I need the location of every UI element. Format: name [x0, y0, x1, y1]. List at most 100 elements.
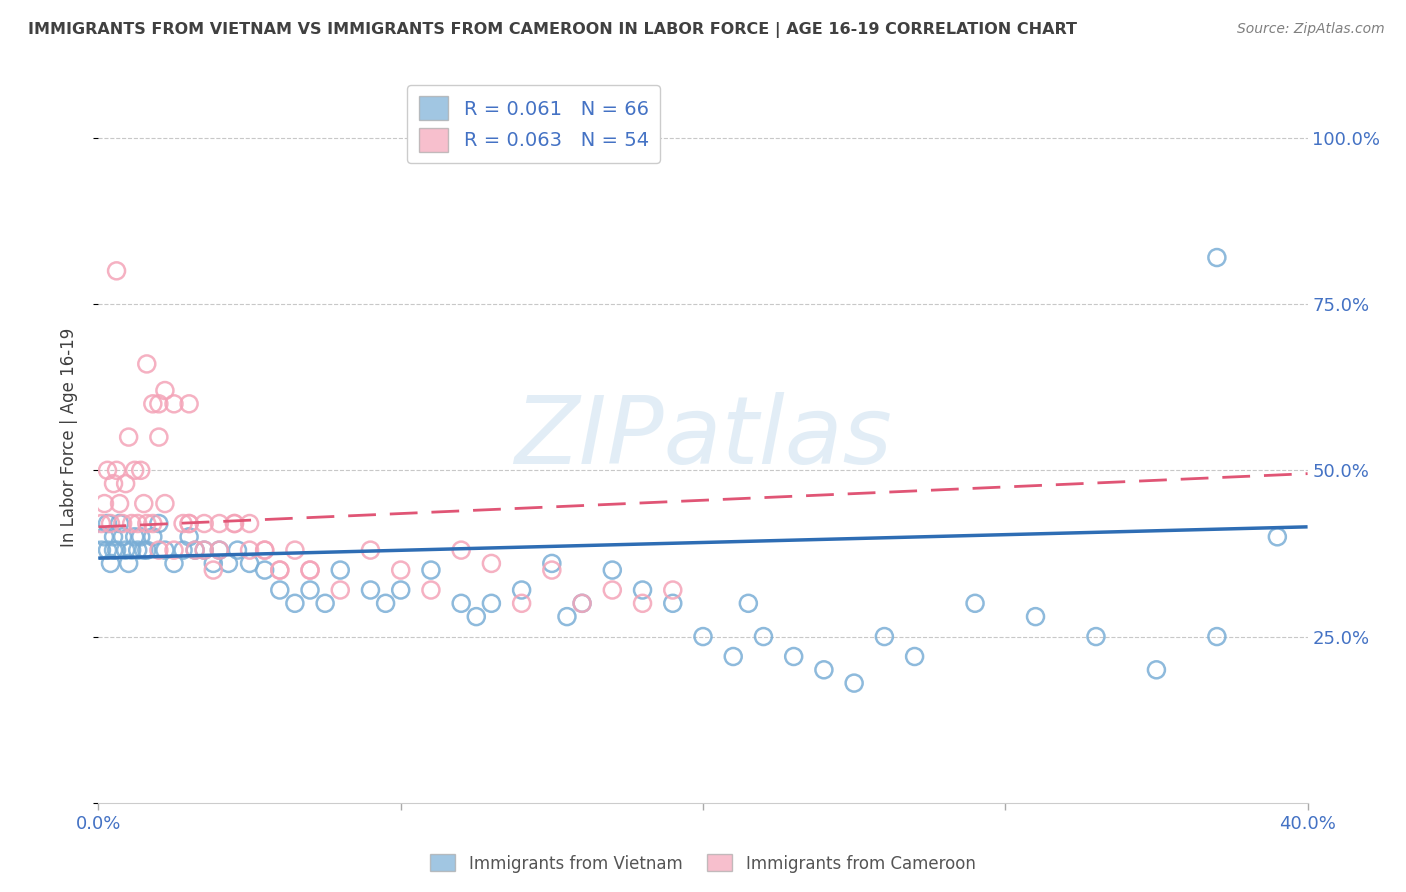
- Text: Source: ZipAtlas.com: Source: ZipAtlas.com: [1237, 22, 1385, 37]
- Point: [269, 563, 291, 577]
- Point: [329, 582, 352, 597]
- Point: [450, 543, 472, 558]
- Point: [420, 563, 443, 577]
- Point: [299, 563, 322, 577]
- Point: [148, 516, 170, 531]
- Point: [873, 630, 896, 644]
- Point: [284, 596, 307, 610]
- Point: [202, 563, 225, 577]
- Point: [103, 476, 125, 491]
- Point: [153, 384, 176, 398]
- Text: ZIPatlas: ZIPatlas: [515, 392, 891, 483]
- Point: [142, 397, 165, 411]
- Point: [224, 516, 246, 531]
- Point: [253, 543, 276, 558]
- Point: [118, 430, 141, 444]
- Point: [179, 516, 201, 531]
- Point: [965, 596, 987, 610]
- Point: [239, 516, 262, 531]
- Point: [284, 543, 307, 558]
- Point: [124, 530, 146, 544]
- Point: [269, 582, 291, 597]
- Point: [329, 563, 352, 577]
- Point: [481, 557, 503, 571]
- Point: [1267, 530, 1289, 544]
- Point: [1024, 609, 1046, 624]
- Point: [208, 543, 231, 558]
- Point: [153, 497, 176, 511]
- Point: [96, 463, 118, 477]
- Point: [193, 543, 215, 558]
- Point: [179, 397, 201, 411]
- Point: [135, 357, 157, 371]
- Point: [299, 563, 322, 577]
- Point: [217, 557, 239, 571]
- Point: [269, 563, 291, 577]
- Point: [114, 476, 136, 491]
- Point: [662, 582, 685, 597]
- Point: [100, 516, 122, 531]
- Point: [1144, 663, 1167, 677]
- Point: [179, 516, 201, 531]
- Point: [239, 557, 262, 571]
- Point: [602, 582, 624, 597]
- Point: [904, 649, 927, 664]
- Point: [374, 596, 396, 610]
- Point: [103, 543, 125, 558]
- Point: [184, 543, 207, 558]
- Point: [510, 596, 533, 610]
- Point: [540, 563, 562, 577]
- Point: [314, 596, 336, 610]
- Point: [1085, 630, 1108, 644]
- Point: [132, 543, 155, 558]
- Point: [184, 543, 207, 558]
- Point: [96, 516, 118, 531]
- Point: [163, 543, 186, 558]
- Point: [142, 530, 165, 544]
- Point: [124, 463, 146, 477]
- Point: [96, 543, 118, 558]
- Point: [465, 609, 488, 624]
- Point: [121, 543, 143, 558]
- Point: [129, 463, 152, 477]
- Point: [202, 557, 225, 571]
- Point: [111, 530, 134, 544]
- Point: [90, 516, 112, 531]
- Point: [481, 596, 503, 610]
- Point: [127, 543, 149, 558]
- Point: [813, 663, 835, 677]
- Point: [163, 557, 186, 571]
- Point: [389, 563, 412, 577]
- Point: [737, 596, 759, 610]
- Point: [723, 649, 745, 664]
- Point: [93, 497, 115, 511]
- Point: [662, 596, 685, 610]
- Point: [121, 516, 143, 531]
- Point: [844, 676, 866, 690]
- Point: [239, 543, 262, 558]
- Point: [179, 530, 201, 544]
- Point: [555, 609, 578, 624]
- Point: [783, 649, 806, 664]
- Point: [163, 397, 186, 411]
- Point: [129, 530, 152, 544]
- Point: [450, 596, 472, 610]
- Point: [360, 543, 382, 558]
- Point: [135, 543, 157, 558]
- Point: [208, 543, 231, 558]
- Point: [1206, 251, 1229, 265]
- Point: [118, 557, 141, 571]
- Point: [420, 582, 443, 597]
- Point: [389, 582, 412, 597]
- Point: [148, 543, 170, 558]
- Point: [571, 596, 593, 610]
- Point: [193, 516, 215, 531]
- Point: [148, 430, 170, 444]
- Point: [90, 543, 112, 558]
- Point: [93, 530, 115, 544]
- Point: [193, 543, 215, 558]
- Point: [1206, 630, 1229, 644]
- Point: [224, 516, 246, 531]
- Point: [752, 630, 775, 644]
- Point: [299, 582, 322, 597]
